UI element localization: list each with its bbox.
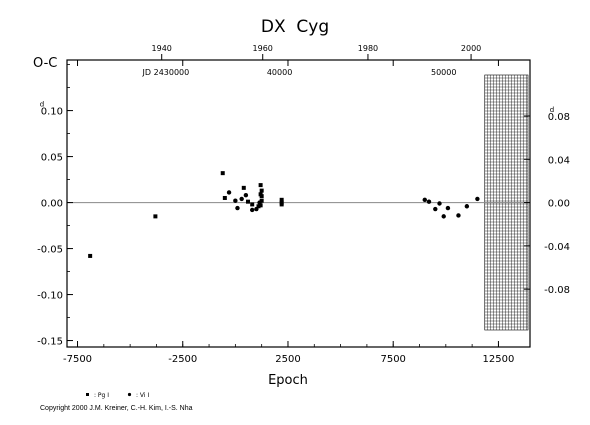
right-tick-label: 0.08 [548, 112, 570, 123]
data-point-pg [258, 183, 263, 188]
right-tick-label: -0.04 [544, 242, 570, 253]
data-point-vi [426, 199, 432, 204]
year-tick-label: 1980 [358, 44, 378, 53]
x-axis-label: Epoch [268, 373, 308, 388]
right-tick-label: 0.00 [548, 199, 570, 210]
data-point-pg [259, 188, 264, 193]
y-tick-label: 0.00 [41, 199, 63, 210]
legend-marker-square [86, 393, 89, 396]
data-point-vi [239, 196, 244, 202]
data-point-vi [226, 190, 232, 195]
copyright-note: Copyright 2000 J.M. Kreiner, C.-H. Kim, … [40, 405, 193, 412]
data-point-pg [245, 199, 250, 204]
data-point-vi [445, 205, 451, 211]
jd-tick-label: JD 2430000 [142, 68, 190, 77]
x-tick-label: -7500 [63, 354, 92, 365]
x-tick-label: -2500 [168, 354, 197, 365]
right-unit-mark: d [550, 106, 554, 114]
data-point-pg [88, 253, 93, 258]
data-point-pg [222, 195, 227, 200]
data-point-vi [475, 196, 480, 202]
y-tick-label: 0.05 [41, 153, 63, 164]
jd-tick-label: 40000 [267, 68, 292, 77]
chart-title: DX Cyg [261, 17, 329, 37]
data-point-pg [153, 214, 158, 219]
data-point-pg [259, 198, 264, 203]
year-tick-label: 2000 [461, 44, 481, 53]
data-point-vi [250, 207, 255, 213]
data-point-vi [433, 206, 438, 212]
data-point-vi [441, 214, 446, 219]
y-axis-label: O-C [33, 56, 57, 71]
year-tick-label: 1940 [152, 44, 172, 53]
x-tick-label: 12500 [483, 354, 515, 365]
x-tick-label: 2500 [275, 354, 300, 365]
data-point-vi [235, 205, 240, 211]
data-point-vi [437, 201, 442, 206]
jd-tick-label: 50000 [431, 68, 456, 77]
data-point-pg [241, 185, 246, 190]
data-point-pg [258, 203, 263, 208]
year-tick-label: 1960 [253, 44, 273, 53]
data-point-pg [256, 204, 261, 209]
data-point-vi [243, 193, 249, 198]
x-tick-label: 7500 [380, 354, 405, 365]
legend-label: : Pg I [94, 392, 109, 399]
data-point-vi [254, 206, 259, 212]
data-point-pg [279, 202, 284, 207]
legend-label: : Vi I [136, 392, 149, 399]
plot-frame [66, 59, 531, 348]
data-point-pg [250, 202, 255, 207]
right-tick-label: -0.08 [544, 285, 570, 296]
data-point-pg [220, 171, 225, 176]
data-point-vi [257, 200, 262, 205]
legend-marker-circle [127, 392, 132, 397]
data-point-vi [464, 204, 470, 209]
y-tick-label: -0.10 [37, 291, 63, 302]
data-point-vi [456, 213, 461, 218]
data-point-vi [422, 197, 427, 203]
data-point-pg [279, 197, 284, 202]
plot-layer: -7500 -2500 2500 7500 12500 -0.15 -0.10 -0.05 0.… [37, 44, 570, 399]
y-tick-label: -0.05 [37, 245, 63, 256]
y-tick-label: -0.15 [37, 337, 63, 348]
data-point-pg [259, 194, 264, 199]
y-unit-mark: d [40, 101, 44, 109]
y-tick-label: 0.10 [41, 107, 63, 118]
right-tick-label: 0.04 [548, 155, 570, 166]
data-point-vi [233, 198, 238, 203]
